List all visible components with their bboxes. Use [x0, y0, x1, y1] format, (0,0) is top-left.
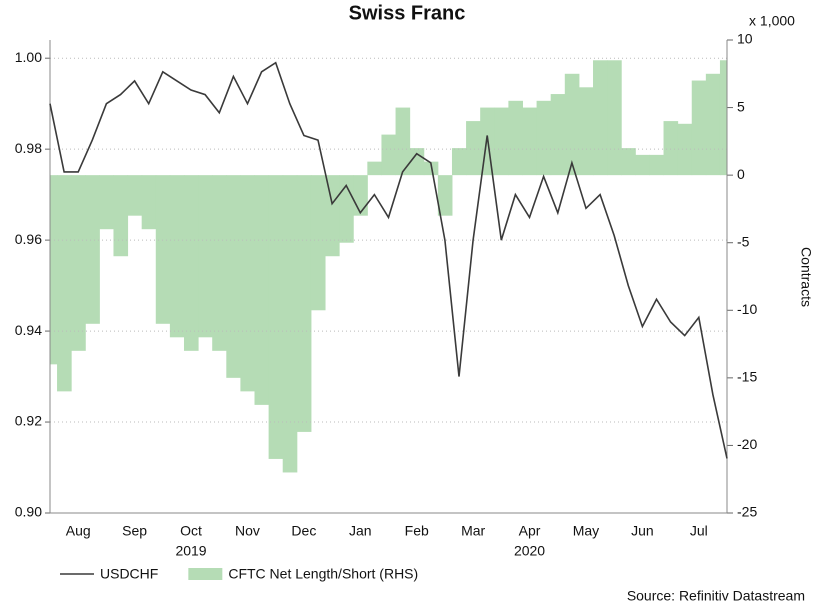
area-step [691, 80, 707, 176]
area-step [268, 175, 284, 459]
area-step [607, 60, 622, 176]
area-step [593, 60, 608, 176]
x-tick-label: Jul [690, 523, 708, 539]
area-step [113, 175, 129, 257]
y2-unit: x 1,000 [749, 13, 795, 29]
area-step [719, 60, 728, 176]
area-step [198, 175, 213, 338]
area-step [226, 175, 241, 378]
area-step [466, 121, 481, 176]
y-tick-label: 0.92 [15, 413, 42, 429]
y2-tick-label: -25 [737, 504, 757, 520]
area-step [183, 175, 199, 351]
area-step [155, 175, 171, 324]
area-step [353, 175, 368, 216]
y-tick-label: 0.90 [15, 504, 42, 520]
y2-label: Contracts [798, 247, 814, 307]
x-tick-label: Jun [631, 523, 654, 539]
x-tick-label: May [573, 523, 599, 539]
area-step [437, 175, 453, 216]
source: Source: Refinitiv Datastream [627, 588, 805, 603]
area-step [381, 134, 397, 176]
area-step [254, 175, 270, 405]
area-step [282, 175, 298, 473]
area-step [240, 175, 256, 392]
y-tick-label: 0.98 [15, 140, 42, 156]
area-step [85, 175, 100, 324]
line [49, 61, 728, 459]
area-step [99, 175, 114, 230]
area-step [550, 94, 566, 176]
legend-swatch [188, 568, 223, 580]
x-tick-label: Aug [66, 523, 91, 539]
area-step [71, 175, 86, 351]
area-step [536, 100, 552, 176]
x-tick-label: Sep [122, 523, 147, 539]
chart-title: Swiss Franc [349, 2, 466, 24]
area-step [325, 175, 340, 257]
y2-tick-label: 0 [737, 166, 745, 182]
area-step [127, 175, 143, 216]
x-tick-label: Oct [180, 523, 202, 539]
area-step [451, 148, 467, 176]
area-step [57, 175, 72, 392]
x-group-label: 2020 [514, 543, 545, 559]
area-step [677, 123, 693, 176]
area-step [564, 73, 580, 176]
x-tick-label: Mar [461, 523, 485, 539]
y-tick-label: 0.94 [15, 322, 42, 338]
area-step [141, 175, 157, 230]
area-step [310, 175, 326, 311]
area-step [296, 175, 312, 432]
y-tick-label: 0.96 [15, 231, 42, 247]
area-step [494, 107, 509, 176]
x-tick-label: Nov [235, 523, 260, 539]
area-step [635, 154, 650, 176]
area-step [212, 175, 227, 351]
x-tick-label: Jan [349, 523, 372, 539]
y2-tick-label: 5 [737, 98, 745, 114]
area-step [705, 73, 721, 176]
area-step [522, 107, 538, 176]
area-step [395, 107, 411, 176]
area-step [663, 121, 679, 176]
area-step [508, 100, 523, 176]
x-tick-label: Feb [405, 523, 429, 539]
legend-label: CFTC Net Length/Short (RHS) [228, 566, 418, 582]
area-step [649, 154, 665, 176]
x-tick-label: Apr [519, 523, 541, 539]
area-step [50, 175, 58, 365]
y2-tick-label: -5 [737, 233, 750, 249]
legend-label: USDCHF [100, 566, 158, 582]
y-tick-label: 1.00 [15, 49, 42, 65]
area-step [621, 148, 636, 176]
area-step [409, 148, 425, 176]
y2-tick-label: -10 [737, 301, 757, 317]
y2-tick-label: -15 [737, 369, 757, 385]
y2-tick-label: 10 [737, 31, 753, 47]
x-group-label: 2019 [175, 543, 206, 559]
x-tick-label: Dec [291, 523, 316, 539]
area-step [578, 87, 594, 176]
area-step [169, 175, 185, 338]
area-step [367, 161, 382, 176]
y2-tick-label: -20 [737, 436, 757, 452]
